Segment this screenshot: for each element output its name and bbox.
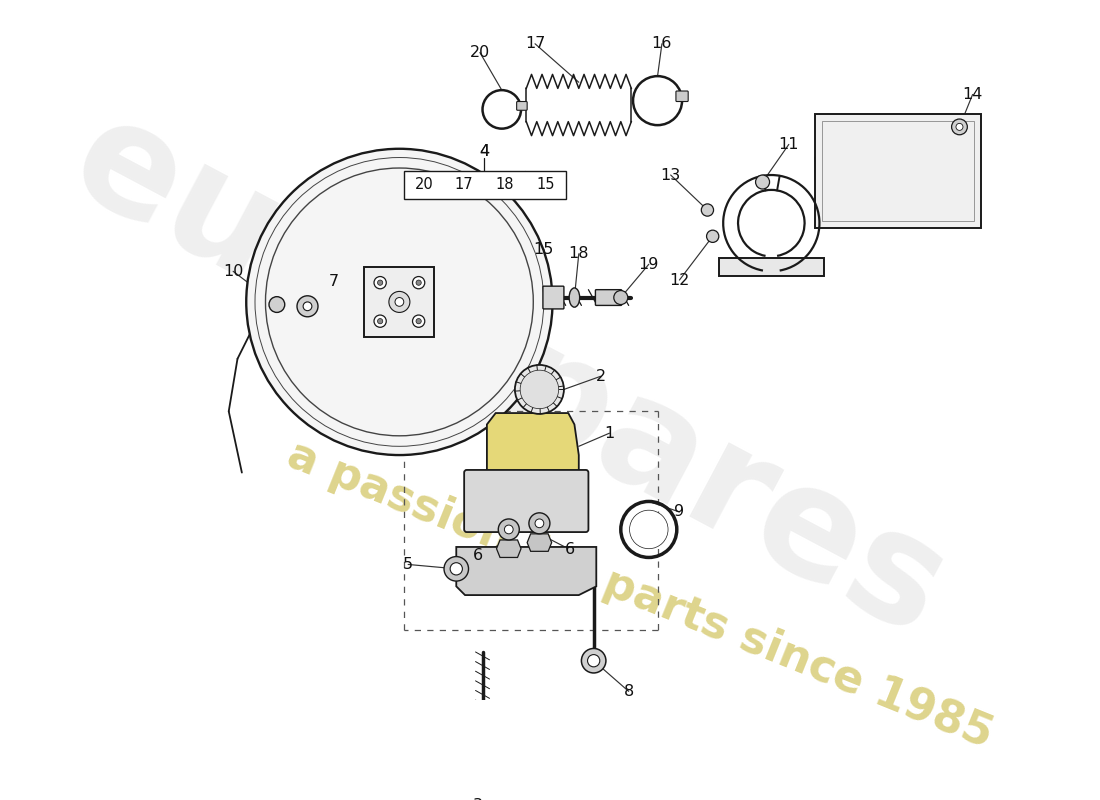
Text: 19: 19 xyxy=(639,257,659,272)
Text: a passion for parts since 1985: a passion for parts since 1985 xyxy=(280,434,999,757)
Circle shape xyxy=(246,149,552,455)
Text: 2: 2 xyxy=(595,369,606,384)
Bar xyxy=(718,258,824,276)
Text: eurospares: eurospares xyxy=(47,84,970,669)
Text: 3: 3 xyxy=(473,798,483,800)
Circle shape xyxy=(535,519,543,528)
Circle shape xyxy=(304,302,312,310)
Bar xyxy=(364,267,434,337)
Bar xyxy=(822,121,975,221)
Circle shape xyxy=(297,296,318,317)
FancyBboxPatch shape xyxy=(595,290,621,306)
Text: 5: 5 xyxy=(403,557,414,572)
Circle shape xyxy=(498,519,519,540)
Text: 7: 7 xyxy=(329,274,339,290)
Circle shape xyxy=(505,525,514,534)
FancyBboxPatch shape xyxy=(543,286,564,309)
Circle shape xyxy=(582,649,606,673)
Circle shape xyxy=(706,230,718,242)
Text: 4: 4 xyxy=(480,144,490,159)
FancyBboxPatch shape xyxy=(675,91,689,102)
Text: 14: 14 xyxy=(962,87,982,102)
Bar xyxy=(815,114,981,227)
Text: 16: 16 xyxy=(651,36,672,51)
Text: 18: 18 xyxy=(495,177,514,192)
Circle shape xyxy=(956,123,962,130)
Ellipse shape xyxy=(569,288,580,307)
Text: 20: 20 xyxy=(470,45,490,60)
Circle shape xyxy=(412,277,425,289)
Circle shape xyxy=(587,654,600,667)
Circle shape xyxy=(529,513,550,534)
Circle shape xyxy=(629,510,668,549)
Circle shape xyxy=(377,280,383,286)
Text: 12: 12 xyxy=(669,273,690,287)
Polygon shape xyxy=(456,547,596,595)
Circle shape xyxy=(756,175,770,189)
Text: 13: 13 xyxy=(661,167,681,182)
Circle shape xyxy=(377,318,383,324)
Text: 15: 15 xyxy=(534,242,554,257)
Circle shape xyxy=(614,290,628,305)
Circle shape xyxy=(474,766,492,783)
FancyBboxPatch shape xyxy=(517,102,527,110)
Text: 9: 9 xyxy=(674,505,684,519)
Circle shape xyxy=(450,562,462,575)
Circle shape xyxy=(444,557,469,581)
Text: 17: 17 xyxy=(525,36,546,51)
Text: 20: 20 xyxy=(415,177,433,192)
Circle shape xyxy=(395,298,404,306)
Circle shape xyxy=(520,370,559,409)
Circle shape xyxy=(416,280,421,286)
Circle shape xyxy=(416,318,421,324)
Text: 1: 1 xyxy=(604,426,615,441)
FancyBboxPatch shape xyxy=(464,470,588,532)
Text: 8: 8 xyxy=(624,684,634,699)
Circle shape xyxy=(952,119,967,134)
Polygon shape xyxy=(487,413,579,473)
Text: 11: 11 xyxy=(779,137,799,152)
Text: 10: 10 xyxy=(223,264,243,278)
Circle shape xyxy=(374,315,386,327)
Bar xyxy=(404,170,565,198)
Circle shape xyxy=(515,365,564,414)
Text: 15: 15 xyxy=(537,177,554,192)
Circle shape xyxy=(702,204,714,216)
Circle shape xyxy=(374,277,386,289)
Text: 6: 6 xyxy=(565,542,575,557)
Text: 18: 18 xyxy=(569,246,589,262)
Circle shape xyxy=(270,297,285,313)
Circle shape xyxy=(389,291,410,313)
Polygon shape xyxy=(496,540,521,558)
Polygon shape xyxy=(527,534,552,551)
Circle shape xyxy=(412,315,425,327)
Text: 17: 17 xyxy=(454,177,473,192)
Text: 6: 6 xyxy=(473,548,483,563)
Text: 4: 4 xyxy=(480,144,490,159)
